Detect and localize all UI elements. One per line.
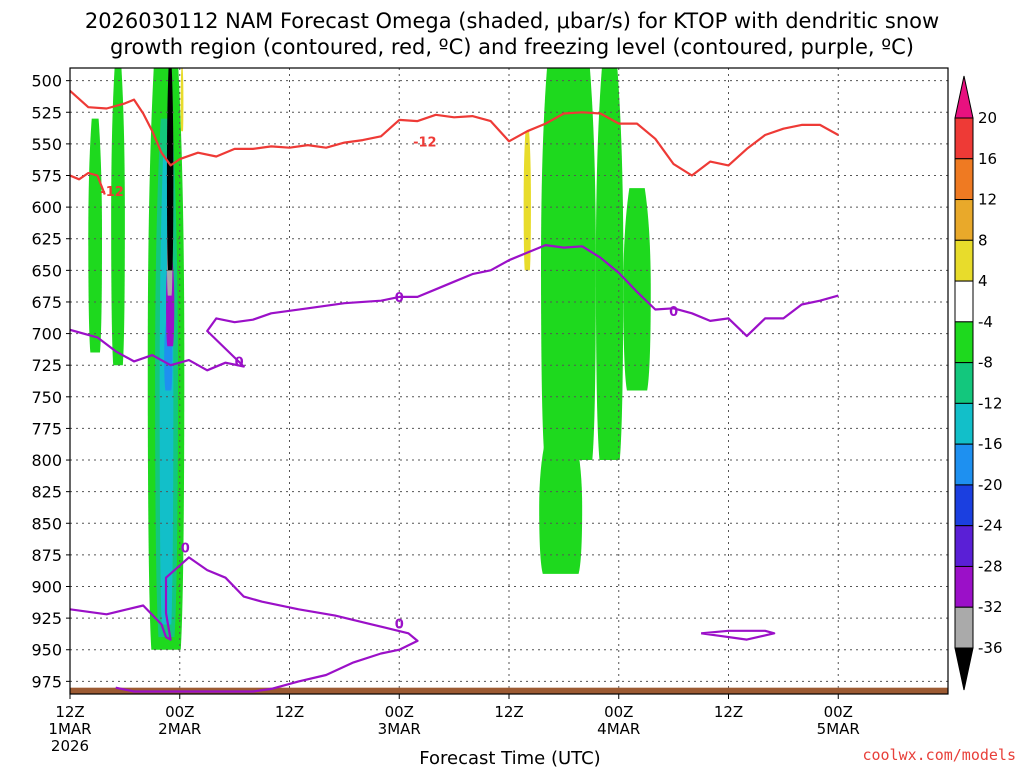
omega-region-11 <box>541 68 596 461</box>
y-tick-label: 675 <box>31 293 62 312</box>
y-tick-label: 825 <box>31 483 62 502</box>
dendritic-upper-contour <box>70 89 839 177</box>
grid-layer <box>70 68 948 694</box>
colorbar-label: -36 <box>978 639 1003 657</box>
colorbar-bin <box>954 321 974 364</box>
y-tick-label: 550 <box>31 135 62 154</box>
y-tick-label: 875 <box>31 546 62 565</box>
x-tick-label: 2026 <box>51 737 89 755</box>
omega-region-14 <box>539 441 583 574</box>
colorbar-bin <box>954 402 974 445</box>
omega-region-13 <box>623 188 651 391</box>
colorbar-bin <box>954 525 974 567</box>
colorbar-bin-top <box>954 75 974 119</box>
chart-title-line-1: 2026030112 NAM Forecast Omega (shaded, μ… <box>85 9 939 33</box>
colorbar-bin <box>954 362 974 404</box>
dendritic-contour-label-2: -12 <box>100 185 124 200</box>
omega-region-0 <box>88 118 103 353</box>
colorbar-bin <box>954 117 974 160</box>
y-tick-label: 950 <box>31 641 62 660</box>
colorbar-label: -4 <box>978 313 993 331</box>
x-tick-label: 4MAR <box>597 720 640 738</box>
x-axis-title: Forecast Time (UTC) <box>419 748 600 768</box>
freezing-contour-label-5: 0 <box>395 617 404 632</box>
colorbar-label: -12 <box>978 394 1003 412</box>
colorbar-label: 16 <box>978 150 997 168</box>
freezing-contour-label-2: 0 <box>669 305 678 320</box>
colorbar-bin <box>954 239 974 282</box>
colorbar-label: 20 <box>978 109 997 127</box>
credit-text: coolwx.com/models <box>862 746 1016 764</box>
y-tick-label: 925 <box>31 609 62 628</box>
y-tick-label: 525 <box>31 103 62 122</box>
colorbar: 20 16 12 8 4 -4 -8 -12 -16 -20 -24 -28 -32 -36 <box>954 75 1003 691</box>
y-tick-label: 850 <box>31 514 62 533</box>
x-tick-label: 00Z <box>165 703 194 721</box>
omega-region-8 <box>166 68 174 271</box>
colorbar-bin <box>954 484 974 527</box>
y-tick-label: 500 <box>31 72 62 91</box>
colorbar-label: -8 <box>978 354 993 372</box>
x-tick-label: 3MAR <box>378 720 421 738</box>
x-tick-label: 00Z <box>824 703 853 721</box>
colorbar-label: -28 <box>978 557 1003 575</box>
omega-region-10 <box>523 131 531 271</box>
y-tick-label: 800 <box>31 451 62 470</box>
colorbar-bin-bottom <box>954 647 974 691</box>
x-tick-label: 12Z <box>714 703 743 721</box>
terrain-layer <box>70 687 948 694</box>
y-tick-label: 700 <box>31 325 62 344</box>
omega-region-9 <box>180 68 184 132</box>
colorbar-label: -20 <box>978 476 1003 494</box>
dendritic-contour-label: -12 <box>413 136 437 151</box>
colorbar-label: 4 <box>978 272 988 290</box>
y-tick-label: 650 <box>31 261 62 280</box>
y-tick-label: 575 <box>31 166 62 185</box>
y-tick-label: 975 <box>31 672 62 691</box>
colorbar-label: 8 <box>978 231 988 249</box>
colorbar-label: -24 <box>978 517 1003 535</box>
freezing-contour-label: 0 <box>395 291 404 306</box>
y-tick-label: 725 <box>31 356 62 375</box>
x-tick-label: 12Z <box>55 703 84 721</box>
freezing-loop-contour <box>700 629 776 641</box>
colorbar-bin <box>954 565 974 608</box>
y-tick-label: 750 <box>31 388 62 407</box>
colorbar-label: -16 <box>978 435 1003 453</box>
colorbar-bin <box>954 606 974 649</box>
x-tick-label: 12Z <box>275 703 304 721</box>
terrain-ground <box>70 687 948 694</box>
colorbar-bin <box>954 158 974 201</box>
x-tick-label: 00Z <box>385 703 414 721</box>
x-tick-label: 1MAR <box>48 720 91 738</box>
dendritic-lower-contour <box>70 171 106 195</box>
y-tick-label: 775 <box>31 419 62 438</box>
freezing-upper-contour <box>70 244 839 372</box>
colorbar-bin <box>954 199 974 241</box>
colorbar-bin <box>954 443 974 486</box>
x-tick-label: 12Z <box>494 703 523 721</box>
contour-layer: -12 -12 0 0 0 0 0 <box>70 89 839 693</box>
y-tick-label: 625 <box>31 230 62 249</box>
x-tick-label: 5MAR <box>817 720 860 738</box>
colorbar-label: 12 <box>978 191 997 209</box>
y-tick-label: 900 <box>31 578 62 597</box>
colorbar-label: -32 <box>978 598 1003 616</box>
y-tick-label: 600 <box>31 198 62 217</box>
x-tick-label: 00Z <box>604 703 633 721</box>
freezing-contour-label-3: 0 <box>235 356 244 371</box>
omega-region-1 <box>111 68 125 366</box>
y-axis-ticks: 500 525 550 575 600 625 650 675 700 725 750 775 800 8… <box>31 72 70 691</box>
omega-shading-layer <box>88 68 651 650</box>
colorbar-bin <box>954 280 974 323</box>
freezing-contour-label-4: 0 <box>181 542 190 557</box>
x-tick-label: 2MAR <box>158 720 201 738</box>
freezing-lower-contour <box>70 556 419 693</box>
chart-title-line-2: growth region (contoured, red, ºC) and f… <box>110 35 914 59</box>
